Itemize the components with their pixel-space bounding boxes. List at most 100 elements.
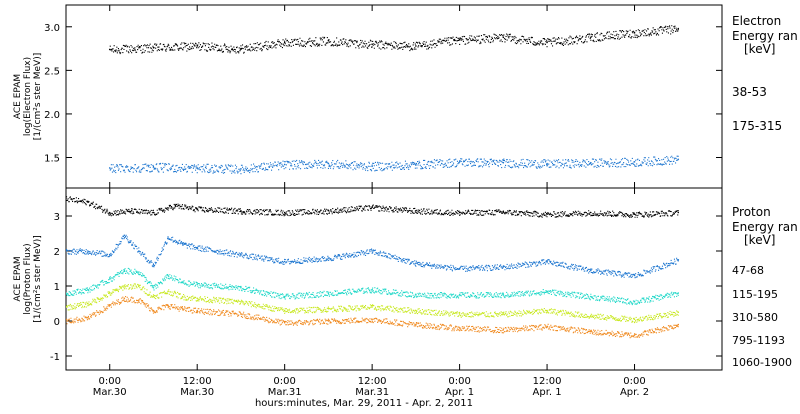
- data-point: [181, 307, 184, 310]
- data-point: [167, 290, 169, 293]
- data-point: [240, 168, 242, 170]
- data-point: [415, 163, 417, 166]
- data-point: [138, 285, 140, 287]
- y-tick-label: 1.5: [44, 154, 60, 165]
- data-point: [283, 260, 286, 263]
- data-point: [123, 234, 126, 237]
- data-point: [240, 313, 242, 315]
- data-point: [152, 295, 155, 298]
- data-point: [181, 243, 184, 245]
- y-tick-label: 2.5: [44, 66, 60, 77]
- y-tick-label: 1: [54, 282, 60, 293]
- data-point: [633, 300, 636, 303]
- series-115-195: [66, 234, 680, 279]
- y-axis-label-line: log(Proton Flux): [23, 243, 33, 314]
- data-point: [167, 274, 169, 277]
- data-points: [109, 155, 679, 175]
- data-point: [66, 320, 67, 322]
- time-axis: 0:00Mar.3012:00Mar.300:00Mar.3112:00Mar.…: [93, 376, 649, 409]
- data-point: [66, 197, 67, 200]
- plot-frame: [65, 187, 723, 371]
- data-point: [590, 36, 592, 39]
- data-point: [327, 162, 330, 165]
- data-point: [590, 330, 592, 333]
- data-point: [546, 309, 548, 312]
- data-point: [502, 328, 505, 331]
- data-point: [546, 41, 548, 44]
- data-point: [283, 321, 286, 324]
- data-point: [123, 269, 126, 272]
- y-tick-label: 2.0: [44, 110, 60, 121]
- legend-title: Energy ran: [732, 220, 798, 234]
- data-point: [371, 43, 373, 46]
- legend-title: Proton: [732, 205, 771, 219]
- data-point: [415, 323, 417, 326]
- series-795-1193: [66, 283, 680, 324]
- proton-panel: -1 0 1 2 3 ACE EPAM log(Proton Flux) [1/(cm²s s…: [13, 187, 798, 371]
- x-tick-date: Apr. 2: [620, 387, 649, 398]
- data-point: [196, 283, 198, 286]
- data-point: [240, 47, 242, 50]
- x-tick-date: Apr. 1: [533, 387, 562, 398]
- data-point: [458, 327, 461, 329]
- data-point: [633, 161, 636, 163]
- data-point: [108, 304, 111, 307]
- data-point: [677, 311, 680, 314]
- data-point: [371, 288, 373, 291]
- data-point: [123, 297, 126, 300]
- data-point: [138, 250, 140, 252]
- data-point: [633, 32, 636, 34]
- data-point: [502, 211, 505, 213]
- y-axis-label-line: [1/(cm²s ster MeV)]: [33, 235, 43, 322]
- data-points: [66, 296, 679, 339]
- data-point: [240, 286, 242, 289]
- data-point: [138, 299, 140, 301]
- data-point: [327, 292, 330, 294]
- data-point: [123, 285, 126, 287]
- data-point: [633, 334, 636, 336]
- data-point: [181, 281, 184, 284]
- data-point: [108, 167, 111, 169]
- data-point: [458, 293, 461, 296]
- data-point: [677, 323, 680, 326]
- series-1060-1900: [66, 296, 680, 339]
- data-point: [327, 39, 330, 42]
- data-points: [66, 267, 679, 306]
- data-point: [677, 158, 680, 161]
- data-point: [167, 236, 169, 238]
- data-point: [167, 304, 169, 307]
- data-point: [327, 209, 330, 212]
- data-point: [87, 250, 89, 252]
- data-point: [87, 201, 89, 203]
- data-point: [633, 274, 636, 277]
- data-point: [502, 36, 505, 39]
- data-point: [590, 269, 592, 272]
- data-point: [240, 209, 242, 212]
- data-point: [327, 307, 330, 310]
- data-point: [283, 309, 286, 312]
- data-point: [415, 45, 417, 47]
- legend-title: Energy ran: [732, 29, 798, 43]
- data-point: [371, 318, 373, 321]
- x-tick-label: 12:00: [358, 376, 387, 387]
- series-47-68: [66, 196, 680, 218]
- series-38-53: [108, 25, 680, 55]
- data-point: [108, 253, 111, 256]
- x-tick-label: 0:00: [273, 376, 295, 387]
- data-point: [590, 295, 592, 298]
- data-point: [371, 250, 373, 252]
- x-tick-label: 0:00: [623, 376, 645, 387]
- data-point: [108, 292, 111, 294]
- legend-entry: 47-68: [732, 264, 764, 277]
- legend-title: [keV]: [744, 42, 775, 56]
- y-axis-label-line: ACE EPAM: [13, 256, 23, 301]
- x-tick-label: 12:00: [183, 376, 212, 387]
- y-tick-label: 3.0: [44, 23, 60, 34]
- data-point: [196, 246, 198, 249]
- legend-entry: 1060-1900: [732, 356, 792, 369]
- data-point: [283, 295, 286, 298]
- data-point: [181, 295, 184, 298]
- data-point: [152, 286, 155, 289]
- data-point: [196, 309, 198, 312]
